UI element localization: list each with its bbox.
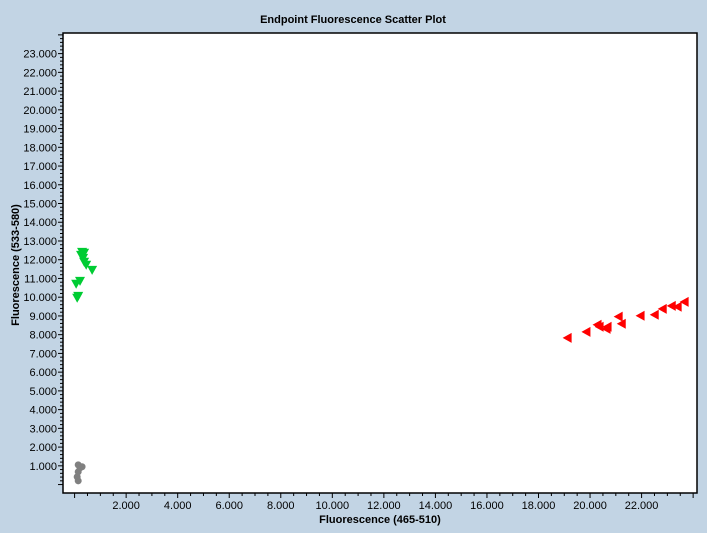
y-tick-label: 16.000: [23, 180, 57, 192]
red-point: [657, 303, 667, 314]
red-point: [666, 300, 676, 311]
x-tick-label: 20.000: [573, 500, 607, 512]
y-tick-label: 4.000: [29, 405, 57, 417]
gray-point: [74, 477, 82, 485]
y-tick-label: 2.000: [29, 442, 57, 454]
x-tick-label: 12.000: [367, 500, 401, 512]
y-tick-label: 21.000: [23, 86, 57, 98]
green-point: [76, 250, 87, 260]
red-point: [679, 296, 689, 307]
red-point: [594, 321, 604, 332]
x-tick-label: 22.000: [625, 500, 659, 512]
y-tick-label: 22.000: [23, 67, 57, 79]
red-point: [649, 309, 659, 320]
x-tick-label: 16.000: [470, 500, 504, 512]
red-point: [635, 310, 645, 321]
y-tick-label: 13.000: [23, 236, 57, 248]
chart-title: Endpoint Fluorescence Scatter Plot: [260, 14, 446, 26]
x-tick-label: 18.000: [522, 500, 556, 512]
y-tick-label: 7.000: [29, 348, 57, 360]
x-tick-label: 10.000: [315, 500, 349, 512]
x-tick-label: 4.000: [164, 500, 192, 512]
x-tick-label: 6.000: [215, 500, 243, 512]
plot-area: [62, 32, 698, 494]
y-tick-label: 20.000: [23, 105, 57, 117]
y-tick-label: 12.000: [23, 255, 57, 267]
x-tick-label: 14.000: [419, 500, 453, 512]
y-tick-label: 23.000: [23, 49, 57, 61]
y-axis-label: Fluorescence (533-580): [10, 204, 22, 326]
green-point: [87, 265, 98, 275]
red-point: [672, 301, 682, 312]
y-tick-label: 10.000: [23, 292, 57, 304]
gray-point: [78, 463, 86, 471]
y-tick-label: 3.000: [29, 423, 57, 435]
y-tick-label: 8.000: [29, 330, 57, 342]
green-point: [81, 260, 92, 270]
red-point: [616, 318, 626, 329]
y-tick-label: 19.000: [23, 124, 57, 136]
y-tick-label: 11.000: [24, 273, 57, 285]
green-point: [72, 293, 83, 303]
red-point: [581, 326, 591, 337]
y-tick-label: 14.000: [23, 217, 57, 229]
y-tick-label: 5.000: [29, 386, 57, 398]
y-tick-label: 9.000: [29, 311, 57, 323]
red-point: [613, 311, 623, 322]
x-tick-label: 8.000: [267, 500, 295, 512]
x-axis-label: Fluorescence (465-510): [319, 514, 441, 526]
x-tick-label: 2.000: [112, 500, 140, 512]
y-tick-label: 18.000: [23, 142, 57, 154]
red-point: [602, 321, 612, 332]
y-tick-label: 6.000: [29, 367, 57, 379]
green-point: [75, 276, 86, 286]
y-tick-label: 17.000: [23, 161, 57, 173]
y-tick-label: 1.000: [29, 461, 57, 473]
red-point: [562, 332, 572, 343]
y-tick-label: 15.000: [23, 199, 57, 211]
